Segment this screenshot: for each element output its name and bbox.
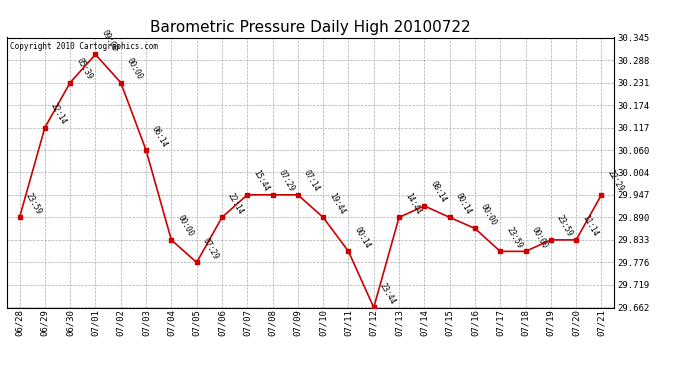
Text: 15:44: 15:44 <box>251 169 270 194</box>
Text: 23:59: 23:59 <box>555 214 574 238</box>
Text: Copyright 2010 Cartographics.com: Copyright 2010 Cartographics.com <box>10 42 158 51</box>
Text: 14:44: 14:44 <box>403 192 422 216</box>
Text: 19:44: 19:44 <box>327 192 346 216</box>
Text: 00:00: 00:00 <box>530 225 549 250</box>
Text: 07:14: 07:14 <box>302 169 322 194</box>
Text: 06:14: 06:14 <box>150 124 170 149</box>
Text: 00:00: 00:00 <box>175 214 195 238</box>
Title: Barometric Pressure Daily High 20100722: Barometric Pressure Daily High 20100722 <box>150 20 471 35</box>
Text: 00:00: 00:00 <box>479 202 498 227</box>
Text: 07:29: 07:29 <box>277 169 296 194</box>
Text: 00:14: 00:14 <box>353 225 372 250</box>
Text: 23:44: 23:44 <box>378 282 397 306</box>
Text: 22:14: 22:14 <box>49 102 68 126</box>
Text: 22:14: 22:14 <box>226 192 246 216</box>
Text: 00:14: 00:14 <box>454 192 473 216</box>
Text: 22:29: 22:29 <box>606 169 625 194</box>
Text: 08:14: 08:14 <box>428 180 448 204</box>
Text: 23:59: 23:59 <box>23 192 43 216</box>
Text: 05:39: 05:39 <box>75 57 94 81</box>
Text: 09:00: 09:00 <box>99 28 119 53</box>
Text: 07:29: 07:29 <box>201 237 220 261</box>
Text: 11:14: 11:14 <box>580 214 600 238</box>
Text: 00:00: 00:00 <box>125 57 144 81</box>
Text: 23:59: 23:59 <box>504 225 524 250</box>
